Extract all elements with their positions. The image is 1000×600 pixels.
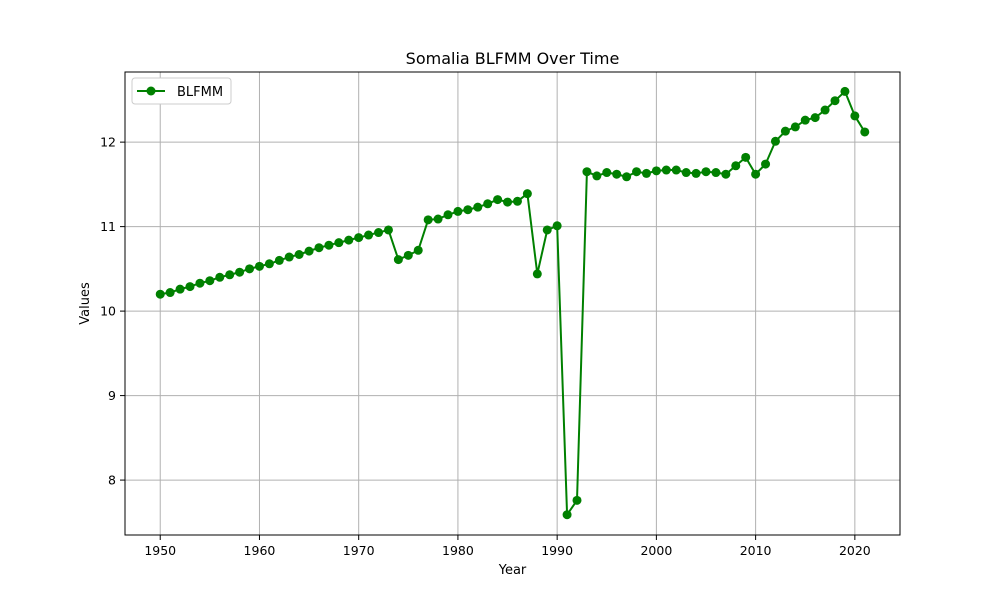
x-tick-label: 2020 <box>839 543 871 558</box>
grid-lines <box>125 72 900 535</box>
data-point <box>443 210 453 220</box>
y-tick-label: 11 <box>100 219 116 234</box>
data-point <box>562 510 572 520</box>
data-point <box>374 228 384 238</box>
data-point <box>483 199 493 209</box>
data-point <box>641 168 651 178</box>
data-point <box>463 205 473 215</box>
data-point <box>741 152 751 162</box>
x-tick-label: 1950 <box>144 543 176 558</box>
data-point <box>314 243 324 253</box>
plot-frame <box>124 71 901 536</box>
data-point <box>165 288 175 298</box>
data-point <box>274 255 284 265</box>
data-point <box>800 115 810 125</box>
data-point <box>334 238 344 248</box>
data-point <box>185 282 195 292</box>
legend-box <box>131 77 232 105</box>
y-axis-label: Values <box>78 282 93 325</box>
data-point <box>383 225 393 235</box>
data-point <box>205 276 215 286</box>
data-point <box>661 165 671 175</box>
x-tick-label: 2000 <box>640 543 672 558</box>
y-tick-label: 8 <box>108 473 116 488</box>
legend-marker <box>146 86 156 96</box>
data-point <box>155 289 165 299</box>
data-point <box>522 189 532 199</box>
data-point <box>651 166 661 176</box>
data-point <box>860 127 870 137</box>
data-point <box>681 168 691 178</box>
data-point <box>245 264 255 274</box>
x-tick-label: 1960 <box>244 543 276 558</box>
chart-title: Somalia BLFMM Over Time <box>406 49 620 68</box>
data-point <box>532 269 542 279</box>
data-point <box>780 126 790 136</box>
data-point <box>235 267 245 277</box>
data-point <box>393 255 403 265</box>
data-point <box>572 495 582 505</box>
data-point <box>175 284 185 294</box>
legend-label: BLFMM <box>177 85 223 100</box>
data-point <box>751 169 761 179</box>
data-point <box>403 250 413 260</box>
series-layer <box>155 86 870 520</box>
data-point <box>552 221 562 231</box>
x-tick-label: 1990 <box>541 543 573 558</box>
data-point <box>294 250 304 259</box>
data-point <box>671 165 681 175</box>
data-point <box>622 172 632 182</box>
data-point <box>344 235 354 245</box>
data-point <box>433 214 443 224</box>
data-point <box>503 197 513 207</box>
legend: BLFMM <box>131 77 232 105</box>
data-point <box>453 206 463 216</box>
data-point <box>254 261 264 271</box>
data-point <box>304 246 314 256</box>
data-point <box>473 202 483 212</box>
data-point <box>721 169 731 179</box>
x-tick-label: 2010 <box>740 543 772 558</box>
y-tick-label: 10 <box>100 304 116 319</box>
data-point <box>284 252 294 262</box>
data-point <box>691 168 701 178</box>
data-point <box>731 161 741 171</box>
data-point <box>592 171 602 181</box>
axis-ticks: 1950 1960 1970 1980 1990 2000 2010 2020 8 9 10 11 12 <box>100 135 871 558</box>
x-tick-label: 1970 <box>343 543 375 558</box>
data-point <box>761 159 771 169</box>
data-point <box>820 105 830 115</box>
data-point <box>195 278 205 288</box>
data-point <box>542 225 552 235</box>
data-point <box>711 168 721 178</box>
data-point <box>840 86 850 96</box>
y-tick-label: 9 <box>108 388 116 403</box>
data-point <box>493 195 503 205</box>
data-point <box>850 111 860 121</box>
data-point <box>701 167 711 177</box>
data-point <box>413 245 423 255</box>
data-point <box>830 96 840 106</box>
x-tick-label: 1980 <box>442 543 474 558</box>
data-point <box>364 230 374 240</box>
data-point <box>225 270 235 280</box>
data-point <box>512 196 522 206</box>
data-point <box>582 167 592 177</box>
data-point <box>423 215 433 225</box>
data-point <box>632 167 642 177</box>
data-point <box>602 168 612 178</box>
data-point <box>612 169 622 179</box>
data-point <box>215 272 225 282</box>
data-point <box>810 113 820 123</box>
data-point <box>354 233 364 243</box>
y-tick-label: 12 <box>100 135 116 150</box>
data-point <box>790 122 800 132</box>
data-point <box>264 259 274 269</box>
x-axis-label: Year <box>498 563 527 578</box>
data-point <box>324 240 334 250</box>
data-point <box>770 136 780 146</box>
